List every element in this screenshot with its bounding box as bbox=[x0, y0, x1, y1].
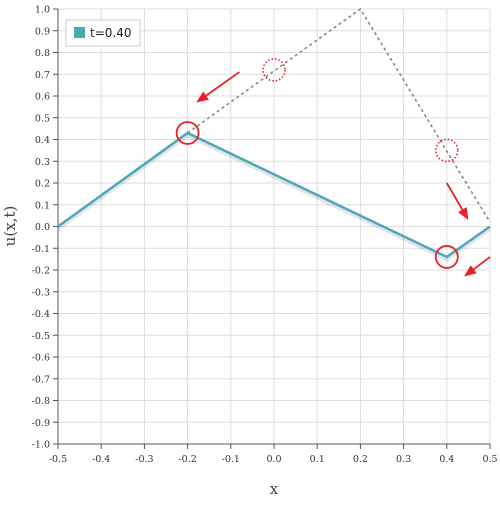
annotation-arrow-head bbox=[464, 265, 477, 277]
y-tick-label: -0.8 bbox=[32, 396, 50, 407]
annotation-arrow-shaft bbox=[205, 71, 240, 97]
x-tick-label: 0.5 bbox=[482, 454, 497, 465]
x-tick-label: 0.0 bbox=[266, 454, 281, 465]
y-tick-label: -0.4 bbox=[32, 309, 50, 320]
annotation-arrow-head bbox=[458, 207, 469, 220]
y-tick-label: 0.7 bbox=[35, 70, 50, 81]
legend-label: t=0.40 bbox=[90, 26, 131, 40]
x-tick-label: -0.2 bbox=[178, 454, 196, 465]
y-tick-label: -0.7 bbox=[32, 374, 50, 385]
legend[interactable]: t=0.40 bbox=[65, 19, 141, 47]
x-tick-label: -0.1 bbox=[222, 454, 240, 465]
series-line-dashed bbox=[187, 7, 491, 223]
y-tick-label: 0.3 bbox=[35, 157, 50, 168]
legend-swatch bbox=[74, 27, 85, 38]
annotation-circle bbox=[434, 245, 459, 269]
series-line-shadow bbox=[57, 134, 491, 262]
annotation-circle-dotted bbox=[434, 138, 459, 163]
y-axis-title: u(x,t) bbox=[1, 206, 19, 247]
y-tick-label: 0.9 bbox=[35, 26, 50, 37]
y-tick-label: 0.8 bbox=[35, 48, 50, 59]
x-tick-label: -0.5 bbox=[49, 454, 67, 465]
y-tick-label: 0.0 bbox=[35, 222, 50, 233]
y-tick-label: -1.0 bbox=[32, 440, 50, 451]
y-tick-label: 0.2 bbox=[35, 179, 50, 190]
y-tick-label: -0.2 bbox=[32, 266, 50, 277]
y-tick-label: 0.1 bbox=[35, 200, 50, 211]
y-tick-label: 0.4 bbox=[35, 135, 50, 146]
x-axis-title: x bbox=[270, 480, 279, 498]
annotations-layer bbox=[175, 58, 491, 277]
y-tick-label: -0.3 bbox=[32, 287, 50, 298]
axes bbox=[53, 8, 491, 449]
grid bbox=[57, 8, 491, 445]
legend-box bbox=[65, 19, 141, 47]
x-tick-label: 0.1 bbox=[310, 454, 325, 465]
annotation-circle bbox=[175, 121, 200, 145]
series-line-solid bbox=[57, 131, 491, 259]
series-layer bbox=[57, 7, 491, 262]
x-tick-label: -0.3 bbox=[135, 454, 153, 465]
y-tick-label: 0.5 bbox=[35, 113, 50, 124]
y-tick-label: -0.5 bbox=[32, 331, 50, 342]
y-tick-label: -0.6 bbox=[32, 353, 50, 364]
annotation-arrow-head bbox=[196, 91, 209, 103]
y-tick-label: 1.0 bbox=[35, 5, 50, 16]
y-tick-label: -0.9 bbox=[32, 418, 50, 429]
annotation-arrow-shaft bbox=[446, 182, 464, 211]
x-tick-label: 0.2 bbox=[353, 454, 368, 465]
x-tick-labels: -0.5 -0.4 -0.3 -0.2 -0.1 0.0 0.1 0.2 0.3 0.4 0.5 bbox=[49, 454, 498, 465]
x-tick-label: -0.4 bbox=[92, 454, 110, 465]
x-tick-label: 0.4 bbox=[439, 454, 454, 465]
annotation-arrow-shaft bbox=[473, 256, 491, 271]
y-tick-label: -0.1 bbox=[32, 244, 50, 255]
x-tick-label: 0.3 bbox=[396, 454, 411, 465]
y-tick-labels: 1.0 0.9 0.8 0.7 0.6 0.5 0.4 0.3 0.2 0.1 0.0 -0.1 -0.… bbox=[32, 5, 50, 451]
annotation-circle-dotted bbox=[262, 58, 286, 82]
y-tick-label: 0.6 bbox=[35, 92, 50, 103]
